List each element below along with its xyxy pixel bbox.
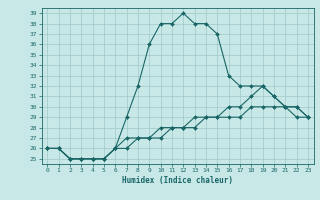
X-axis label: Humidex (Indice chaleur): Humidex (Indice chaleur) — [122, 176, 233, 185]
